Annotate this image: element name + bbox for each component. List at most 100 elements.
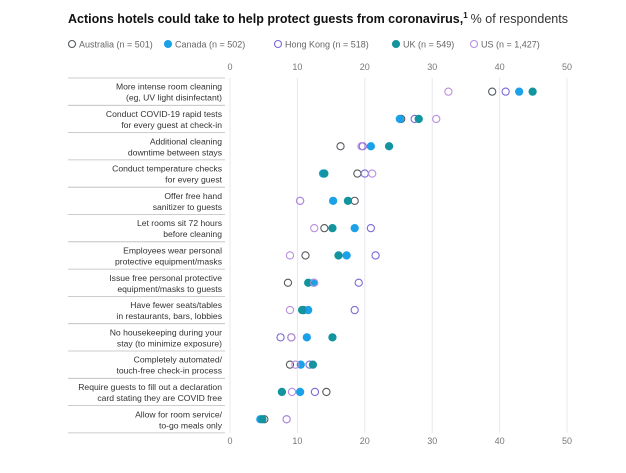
category-label-line: for every guest at check-in [121,120,222,130]
data-point [287,333,296,342]
category-label-line: Allow for room service/ [135,409,223,419]
data-point [354,278,363,287]
category-label-line: More intense room cleaning [116,82,222,92]
title-footnote: 1 [463,11,468,20]
category-label: Issue free personal protective equipment/… [109,273,222,294]
data-point [342,251,351,260]
x-tick-label-bottom: 20 [360,436,370,446]
category-label-line: Require guests to fill out a declaration [78,382,222,392]
chart-subtitle: % of respondents [471,12,568,26]
data-point [308,360,318,369]
legend-marker [469,39,479,49]
legend-label: Australia (n = 501) [79,40,153,50]
legend-label: US (n = 1,427) [481,40,540,50]
data-point [334,251,343,260]
data-point [357,142,366,151]
data-point [285,251,295,260]
x-tick-label-bottom: 40 [495,436,505,446]
data-point [432,114,441,124]
x-tick-label-bottom: 30 [427,436,437,446]
data-point [350,196,359,205]
category-label-line: protective equipment/masks [115,256,222,266]
data-point [371,251,380,260]
category-label-line: stay (to minimize exposure) [117,338,222,348]
category-label: Allow for room service/to-go meals only [135,409,223,430]
data-point [488,87,497,96]
category-label-line: Employees wear personal [123,245,222,255]
data-point [350,223,359,233]
category-label: No housekeeping during your stay (to mini… [110,327,222,348]
x-tick-label-top: 0 [227,62,232,72]
data-point [343,196,353,205]
data-point [301,251,310,260]
category-label-line: equipment/masks to guests [117,284,222,294]
category-label-line: Issue free personal protective [109,273,222,283]
category-label-line: card stating they are COVID free [97,393,222,403]
data-point [320,223,329,233]
data-point [295,387,305,397]
data-point [528,87,537,96]
category-label: Offer free hand sanitizer to guests [153,191,222,212]
legend-marker [273,39,283,49]
x-tick-label-top: 40 [495,62,505,72]
data-points [256,87,537,424]
data-point [302,333,311,342]
data-point [384,142,394,151]
category-label: Have fewer seats/tables in restaurants, b… [116,300,222,321]
data-point [310,278,319,287]
category-label-line: downtime between stays [128,147,222,157]
data-point [322,387,331,397]
legend-label: UK (n = 549) [403,40,454,50]
legend-marker [391,39,401,49]
data-point [353,169,362,178]
data-point [283,278,293,287]
data-point [366,142,376,151]
data-point [320,169,329,178]
data-point [444,87,453,96]
category-label-line: Completely automated/ [134,355,223,365]
x-tick-label-top: 50 [562,62,572,72]
grid: 0 0 10 10 20 20 30 30 40 40 50 50 [227,62,572,446]
data-point [514,87,524,96]
chart-title: Actions hotels could take to help protec… [68,11,568,26]
category-label-line: Have fewer seats/tables [130,300,222,310]
data-point [350,305,359,315]
category-label-line: to-go meals only [159,420,223,430]
category-label-line: (eg, UV light disinfectant) [126,93,222,103]
category-label: Require guests to fill out a declaration… [78,382,222,403]
data-point [501,87,510,96]
x-tick-label-bottom: 0 [227,436,232,446]
legend: Australia (n = 501) Canada (n = 502) Hong … [67,39,540,50]
category-label-line: Additional cleaning [150,136,222,146]
category-label-line: Conduct COVID-19 rapid tests [106,109,222,119]
category-label: Let rooms sit 72 hours before cleaning [137,218,222,239]
category-label-line: No housekeeping during your [110,327,222,337]
data-point [291,360,300,369]
category-rows: More intense room cleaning (eg, UV light … [68,77,225,434]
data-point [310,387,320,397]
data-point [285,360,295,369]
data-point [366,223,376,233]
data-point [282,415,291,424]
data-point [328,223,337,233]
data-point [328,333,337,342]
category-label: Employees wear personal protective equipm… [115,245,222,266]
category-label-line: in restaurants, bars, lobbies [116,311,222,321]
category-label-line: Let rooms sit 72 hours [137,218,222,228]
category-label: Conduct temperature checks for every gues… [112,164,222,185]
legend-label: Canada (n = 502) [175,40,245,50]
data-point [336,142,345,151]
x-tick-label-top: 20 [360,62,370,72]
x-tick-label-top: 30 [427,62,437,72]
x-tick-label-top: 10 [292,62,302,72]
category-label-line: sanitizer to guests [153,202,222,212]
data-point [297,305,307,315]
data-point [328,196,338,205]
category-label: Completely automated/touch-free check-in… [116,355,222,376]
x-tick-label-bottom: 10 [292,436,302,446]
data-point [287,387,297,397]
legend-label: Hong Kong (n = 518) [285,40,369,50]
category-label-line: Conduct temperature checks [112,164,222,174]
category-label: Conduct COVID-19 rapid tests for every gu… [106,109,222,130]
